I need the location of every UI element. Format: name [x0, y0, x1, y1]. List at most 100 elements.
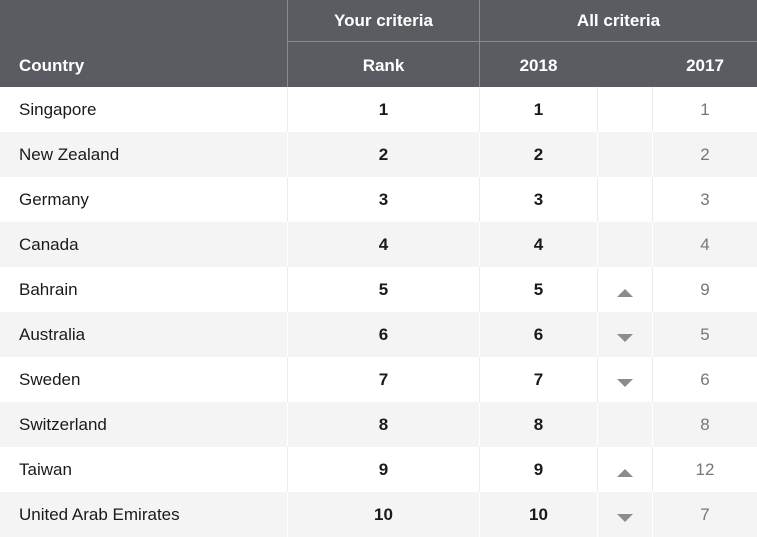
column-divider — [287, 312, 288, 357]
column-divider — [287, 177, 288, 222]
rank-2017-cell: 7 — [653, 492, 757, 537]
trend-down-icon — [617, 379, 633, 387]
trend-cell — [598, 492, 652, 537]
trend-cell — [598, 132, 652, 177]
trend-cell — [598, 402, 652, 447]
column-header-2017[interactable]: 2017 — [653, 44, 757, 87]
rank-2018-cell: 10 — [480, 492, 597, 537]
rank-2018-cell: 8 — [480, 402, 597, 447]
country-cell: Germany — [19, 177, 287, 222]
table-row[interactable]: Australia 6 6 5 — [0, 312, 757, 357]
rank-2018-cell: 4 — [480, 222, 597, 267]
rank-cell: 6 — [288, 312, 479, 357]
column-divider — [287, 132, 288, 177]
rank-2017-cell: 6 — [653, 357, 757, 402]
country-cell: Sweden — [19, 357, 287, 402]
trend-cell — [598, 267, 652, 312]
country-cell: Switzerland — [19, 402, 287, 447]
table-row[interactable]: Canada 4 4 4 — [0, 222, 757, 267]
rank-2018-cell: 2 — [480, 132, 597, 177]
column-divider — [597, 267, 598, 312]
column-divider — [597, 402, 598, 447]
your-criteria-heading: Your criteria — [288, 0, 479, 41]
header-divider — [288, 41, 757, 42]
rank-2018-cell: 5 — [480, 267, 597, 312]
column-divider — [287, 402, 288, 447]
table-row[interactable]: Bahrain 5 5 9 — [0, 267, 757, 312]
table-row[interactable]: Switzerland 8 8 8 — [0, 402, 757, 447]
column-divider — [479, 177, 480, 222]
country-cell: Canada — [19, 222, 287, 267]
column-divider — [652, 267, 653, 312]
column-divider — [652, 132, 653, 177]
rank-cell: 4 — [288, 222, 479, 267]
table-row[interactable]: Germany 3 3 3 — [0, 177, 757, 222]
column-header-country[interactable]: Country — [19, 44, 287, 87]
column-divider — [652, 222, 653, 267]
column-divider — [479, 222, 480, 267]
trend-down-icon — [617, 514, 633, 522]
table-row[interactable]: Taiwan 9 9 12 — [0, 447, 757, 492]
column-divider — [652, 312, 653, 357]
rank-2017-cell: 3 — [653, 177, 757, 222]
column-divider — [652, 447, 653, 492]
column-divider — [479, 267, 480, 312]
rank-2017-cell: 5 — [653, 312, 757, 357]
rank-cell: 8 — [288, 402, 479, 447]
rank-cell: 1 — [288, 87, 479, 132]
column-divider — [597, 492, 598, 537]
column-divider — [479, 357, 480, 402]
column-divider — [479, 402, 480, 447]
column-divider — [287, 492, 288, 537]
column-divider — [597, 222, 598, 267]
rank-cell: 9 — [288, 447, 479, 492]
table-header: Your criteria All criteria Country Rank … — [0, 0, 757, 87]
column-divider — [597, 87, 598, 132]
rank-2017-cell: 9 — [653, 267, 757, 312]
table-row[interactable]: Singapore 1 1 1 — [0, 87, 757, 132]
column-divider — [652, 492, 653, 537]
column-divider — [287, 267, 288, 312]
column-divider — [479, 312, 480, 357]
rank-2017-cell: 8 — [653, 402, 757, 447]
column-header-2018[interactable]: 2018 — [480, 44, 597, 87]
column-divider — [597, 357, 598, 402]
column-divider — [597, 177, 598, 222]
column-divider — [479, 132, 480, 177]
column-divider — [597, 132, 598, 177]
rank-cell: 2 — [288, 132, 479, 177]
table-row[interactable]: New Zealand 2 2 2 — [0, 132, 757, 177]
column-divider — [652, 177, 653, 222]
rank-cell: 5 — [288, 267, 479, 312]
rank-2017-cell: 12 — [653, 447, 757, 492]
table-body: Singapore 1 1 1 New Zealand 2 2 2 Germany 3 3 3 Cana… — [0, 87, 757, 537]
rank-2018-cell: 9 — [480, 447, 597, 492]
column-divider — [287, 87, 288, 132]
trend-up-icon — [617, 469, 633, 477]
header-divider — [287, 0, 288, 87]
all-criteria-heading: All criteria — [480, 0, 757, 41]
rank-cell: 7 — [288, 357, 479, 402]
trend-down-icon — [617, 334, 633, 342]
country-cell: Australia — [19, 312, 287, 357]
rank-2018-cell: 1 — [480, 87, 597, 132]
rank-2018-cell: 7 — [480, 357, 597, 402]
column-divider — [287, 222, 288, 267]
trend-cell — [598, 87, 652, 132]
rank-2017-cell: 4 — [653, 222, 757, 267]
column-divider — [652, 357, 653, 402]
country-cell: United Arab Emirates — [19, 492, 287, 537]
column-header-rank[interactable]: Rank — [288, 44, 479, 87]
trend-cell — [598, 447, 652, 492]
column-divider — [652, 87, 653, 132]
column-divider — [597, 312, 598, 357]
table-row[interactable]: Sweden 7 7 6 — [0, 357, 757, 402]
trend-cell — [598, 312, 652, 357]
rank-cell: 3 — [288, 177, 479, 222]
trend-cell — [598, 177, 652, 222]
column-divider — [287, 357, 288, 402]
table-row[interactable]: United Arab Emirates 10 10 7 — [0, 492, 757, 537]
country-cell: Taiwan — [19, 447, 287, 492]
country-cell: Bahrain — [19, 267, 287, 312]
